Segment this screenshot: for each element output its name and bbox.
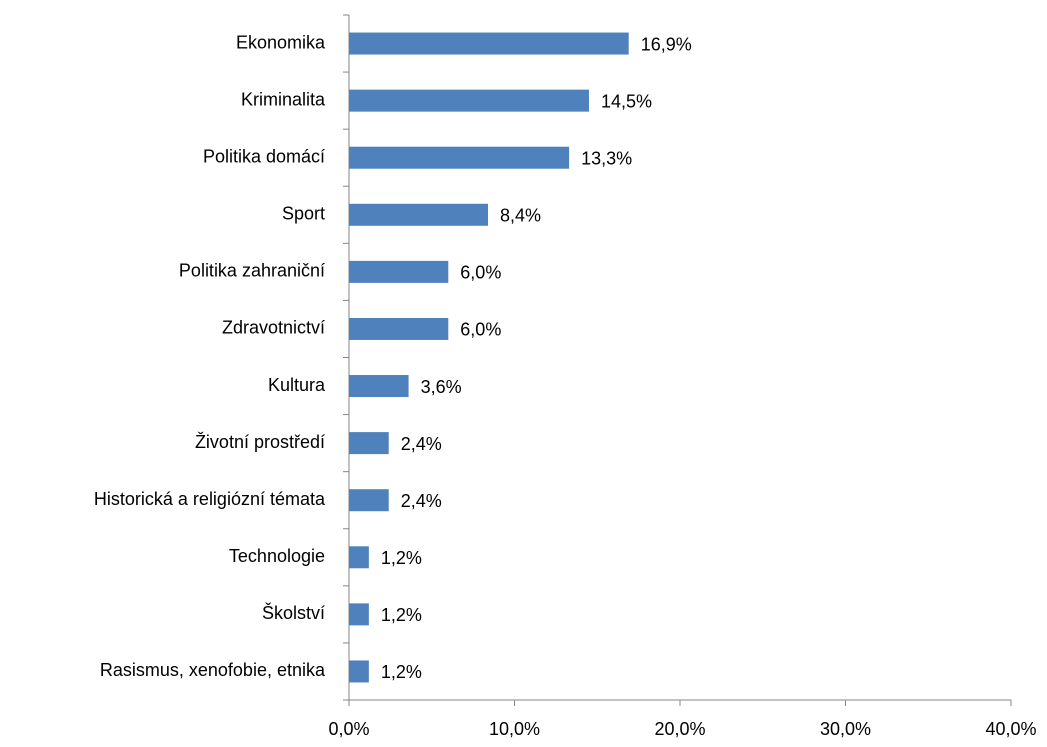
y-tick-label: Rasismus, xenofobie, etnika bbox=[100, 660, 326, 680]
x-tick-label: 20,0% bbox=[654, 719, 705, 739]
bar bbox=[349, 317, 449, 340]
bar bbox=[349, 432, 389, 455]
value-label: 2,4% bbox=[401, 434, 442, 454]
y-tick-label: Politika domácí bbox=[203, 146, 325, 166]
value-label: 14,5% bbox=[601, 91, 652, 111]
y-tick-label: Kriminalita bbox=[241, 89, 326, 109]
x-tick-label: 0,0% bbox=[328, 719, 369, 739]
y-tick-label: Politika zahraniční bbox=[179, 261, 325, 281]
bar bbox=[349, 260, 449, 283]
y-tick-label: Školství bbox=[262, 602, 325, 623]
value-label: 1,2% bbox=[381, 662, 422, 682]
bar bbox=[349, 146, 570, 169]
y-tick-label: Technologie bbox=[229, 546, 325, 566]
y-tick-label: Ekonomika bbox=[236, 32, 326, 52]
bar bbox=[349, 489, 389, 512]
bar bbox=[349, 660, 369, 683]
value-label: 6,0% bbox=[460, 263, 501, 283]
x-tick-label: 40,0% bbox=[985, 719, 1036, 739]
value-label: 13,3% bbox=[581, 148, 632, 168]
value-label: 8,4% bbox=[500, 206, 541, 226]
bar bbox=[349, 375, 409, 398]
y-tick-label: Kultura bbox=[268, 375, 326, 395]
bar bbox=[349, 203, 489, 226]
y-tick-label: Životní prostředí bbox=[195, 432, 325, 452]
value-label: 16,9% bbox=[641, 34, 692, 54]
value-label: 1,2% bbox=[381, 548, 422, 568]
x-tick-label: 10,0% bbox=[489, 719, 540, 739]
bar bbox=[349, 32, 629, 55]
y-tick-label: Zdravotnictví bbox=[222, 318, 325, 338]
value-label: 1,2% bbox=[381, 605, 422, 625]
x-tick-label: 30,0% bbox=[820, 719, 871, 739]
value-label: 3,6% bbox=[421, 377, 462, 397]
value-label: 6,0% bbox=[460, 320, 501, 340]
y-tick-label: Sport bbox=[282, 204, 325, 224]
y-tick-label: Historická a religiózní témata bbox=[94, 489, 326, 509]
bar bbox=[349, 89, 589, 112]
value-label: 2,4% bbox=[401, 491, 442, 511]
bar bbox=[349, 546, 369, 569]
bar bbox=[349, 603, 369, 626]
